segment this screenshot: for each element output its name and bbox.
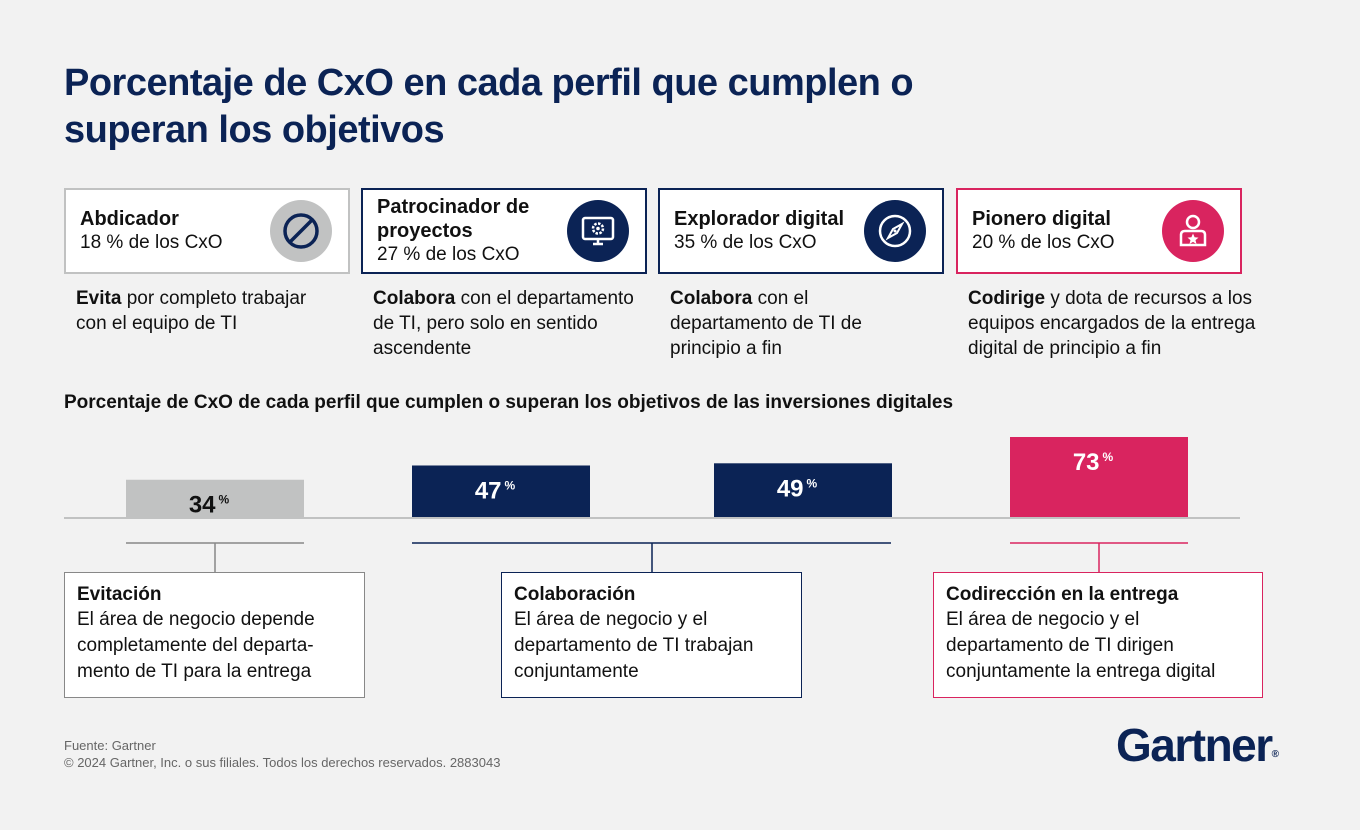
gartner-logo: Gartner® bbox=[1116, 718, 1279, 772]
page-title: Porcentaje de CxO en cada perfil que cum… bbox=[64, 62, 914, 151]
profile-percent: 18 % de los CxO bbox=[80, 232, 223, 253]
person-star-icon bbox=[1162, 200, 1224, 262]
group-title: Evitación bbox=[77, 584, 162, 605]
brand-name: Gartner bbox=[1116, 719, 1273, 771]
profile-desc: Colabora con el departamento de TI, pero… bbox=[373, 288, 634, 359]
source-text: Fuente: Gartner bbox=[64, 738, 156, 753]
bar-4 bbox=[1010, 437, 1188, 517]
group-desc: El área de negocio y el departamento de … bbox=[946, 609, 1216, 682]
registered-mark: ® bbox=[1271, 749, 1280, 760]
monitor-gear-icon bbox=[567, 200, 629, 262]
profile-name: Pionero digital bbox=[972, 208, 1111, 230]
bar-3 bbox=[714, 463, 892, 517]
bar-1 bbox=[126, 479, 304, 517]
group-title: Colaboración bbox=[514, 584, 636, 605]
profile-name: Explorador digital bbox=[674, 208, 845, 230]
profile-desc: Colabora con el departamento de TI de pr… bbox=[670, 288, 862, 359]
profile-percent: 20 % de los CxO bbox=[972, 232, 1115, 253]
profile-card-abdicador: Abdicador 18 % de los CxO bbox=[64, 188, 350, 274]
group-desc: El área de negocio y el departamento de … bbox=[514, 609, 754, 682]
profile-desc: Evita por completo trabajar con el equip… bbox=[76, 288, 307, 334]
group-box-colaboracion: Colaboración El área de negocio y el dep… bbox=[501, 572, 802, 698]
profile-percent: 27 % de los CxO bbox=[377, 244, 520, 265]
profile-card-patrocinador: Patrocinador de proyectos 27 % de los Cx… bbox=[361, 188, 647, 274]
profile-card-pionero: Pionero digital 20 % de los CxO bbox=[956, 188, 1242, 274]
chart-subtitle: Porcentaje de CxO de cada perfil que cum… bbox=[64, 392, 954, 413]
profile-card-explorador: Explorador digital 35 % de los CxO bbox=[658, 188, 944, 274]
profile-name: Abdicador bbox=[80, 208, 179, 230]
prohibited-icon bbox=[270, 200, 332, 262]
group-box-codireccion: Codirección en la entrega El área de neg… bbox=[933, 572, 1263, 698]
profile-percent: 35 % de los CxO bbox=[674, 232, 817, 253]
profile-desc: Codirige y dota de recursos a los equipo… bbox=[968, 288, 1256, 359]
bar-chart: 34% 47% 49 %73% bbox=[64, 437, 1240, 572]
compass-icon bbox=[864, 200, 926, 262]
copyright-text: © 2024 Gartner, Inc. o sus filiales. Tod… bbox=[64, 755, 501, 770]
bar-2 bbox=[412, 465, 590, 517]
group-desc: El área de negocio depende completamente… bbox=[77, 609, 315, 682]
profile-name: Patrocinador de proyectos bbox=[377, 196, 530, 242]
group-box-evitacion: Evitación El área de negocio depende com… bbox=[64, 572, 365, 698]
group-title: Codirección en la entrega bbox=[946, 584, 1179, 605]
source-note: Fuente: Gartner © 2024 Gartner, Inc. o s… bbox=[64, 737, 500, 771]
